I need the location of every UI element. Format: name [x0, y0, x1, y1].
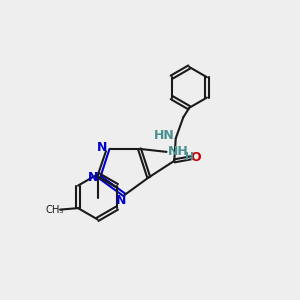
Text: NH: NH — [167, 145, 188, 158]
Text: H: H — [184, 152, 194, 162]
Text: N: N — [97, 141, 107, 154]
Text: CH₃: CH₃ — [45, 205, 64, 214]
Text: O: O — [191, 152, 202, 164]
Text: HN: HN — [154, 129, 175, 142]
Text: N: N — [116, 194, 127, 208]
Text: N: N — [88, 171, 98, 184]
